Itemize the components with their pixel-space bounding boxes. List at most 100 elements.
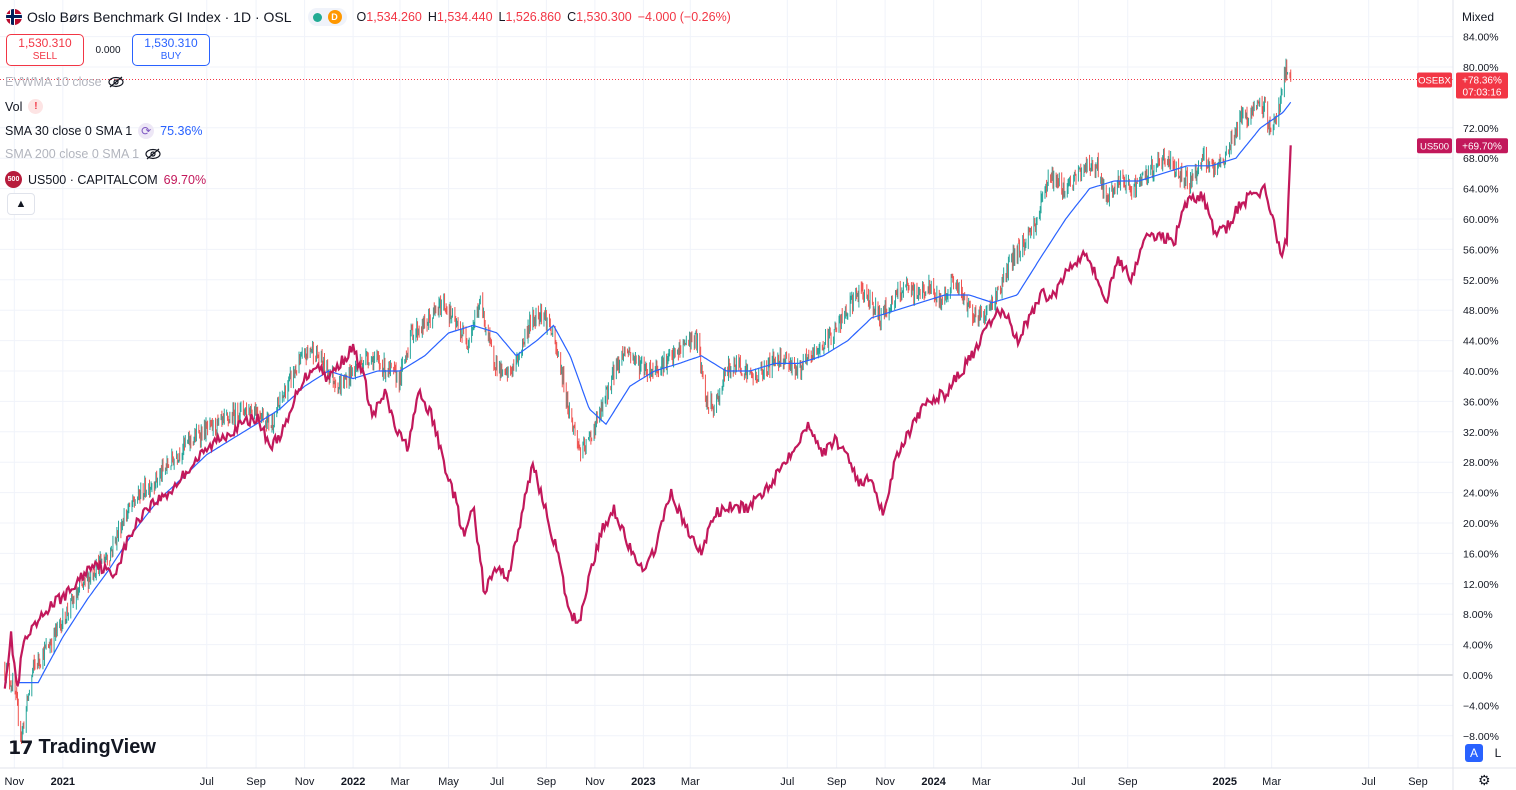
scale-mode-label[interactable]: Mixed (1462, 10, 1495, 24)
osebx-candles (4, 58, 1292, 744)
x-tick-label: Nov (295, 776, 315, 788)
y-tick-label: 60.00% (1463, 214, 1499, 226)
price-scale[interactable]: 84.00% 80.00% 72.00% 68.00% 64.00% 60.00% 56.0… (1463, 32, 1499, 743)
x-tick-label: Sep (827, 776, 847, 788)
y-tick-label: 12.00% (1463, 579, 1499, 591)
ohlc-values: O1,534.260 H1,534.440 L1,526.860 C1,530.300… (357, 10, 737, 24)
auto-scale-button[interactable]: A (1465, 744, 1483, 762)
brand-name: TradingView (38, 736, 156, 758)
x-tick-label: 2023 (631, 776, 655, 788)
y-tick-label: 0.00% (1463, 670, 1493, 682)
sell-label: SELL (32, 51, 58, 62)
y-tick-label: 32.00% (1463, 427, 1499, 439)
y-tick-label: 16.00% (1463, 548, 1499, 560)
ohlc-value: −4.000 (−0.26%) (637, 10, 731, 24)
series-name-tag-label: OSEBX (1418, 75, 1451, 86)
indicator-label: Vol (5, 99, 23, 114)
last-value-tag (1456, 72, 1508, 99)
x-tick-label: 2021 (51, 776, 75, 788)
ohlc-value: 1,526.860 (505, 10, 562, 24)
x-tick-label: 2024 (921, 776, 946, 788)
x-tick-label: Mar (1262, 776, 1281, 788)
series-name-tag-label: US500 (1420, 141, 1449, 152)
sma-30-line (17, 101, 1292, 684)
sell-button[interactable]: 1,530.310 SELL (6, 34, 84, 66)
x-tick-label: Nov (875, 776, 895, 788)
x-tick-label: Jul (490, 776, 504, 788)
y-tick-label: 40.00% (1463, 366, 1499, 378)
y-tick-label: 84.00% (1463, 32, 1499, 44)
bar-countdown-label: 07:03:16 (1463, 87, 1502, 98)
indicator-label: US500 · CAPITALCOM (28, 172, 158, 187)
x-tick-label: May (438, 776, 459, 788)
y-tick-label: 72.00% (1463, 123, 1499, 135)
indicator-value: 69.70% (163, 172, 207, 187)
us500-logo-icon: 500 (5, 171, 22, 188)
buy-button[interactable]: 1,530.310 BUY (132, 34, 210, 66)
loading-icon: ⟳ (138, 123, 155, 139)
ohlc-key: C (567, 10, 577, 24)
tradingview-mark-icon: ⁠17 (8, 736, 33, 759)
ohlc-key: L (498, 10, 506, 24)
x-tick-label: Sep (537, 776, 557, 788)
y-tick-label: 4.00% (1463, 640, 1493, 652)
y-tick-label: 8.00% (1463, 609, 1493, 621)
symbol-title[interactable]: Oslo Børs Benchmark GI Index · 1D · OSL (27, 9, 292, 25)
buy-label: BUY (160, 51, 182, 62)
last-value-tag (1456, 138, 1508, 154)
y-tick-label: −4.00% (1463, 700, 1499, 712)
us500-line (3, 145, 1292, 689)
last-value-label: +69.70% (1462, 141, 1502, 152)
indicator-sma200[interactable]: SMA 200 close 0 SMA 1 (5, 147, 161, 161)
norway-flag-icon (6, 9, 22, 25)
y-tick-label: 52.00% (1463, 275, 1499, 287)
x-tick-label: 2022 (341, 776, 365, 788)
ohlc-key: H (427, 10, 437, 24)
indicator-label: SMA 30 close 0 SMA 1 (5, 124, 133, 138)
time-scale[interactable]: Nov 2021 Jul Sep Nov 2022 Mar May Jul Sep Nov 2023 M… (5, 776, 1428, 788)
series-name-tag (1417, 72, 1452, 88)
indicator-label: EVWMA 10 close (5, 75, 102, 89)
settings-gear-icon[interactable]: ⚙ (1478, 772, 1491, 788)
x-tick-label: Mar (391, 776, 410, 788)
indicator-us500[interactable]: 500 US500 · CAPITALCOM 69.70% (5, 171, 206, 188)
status-pill[interactable]: D (307, 8, 347, 26)
collapse-legend-button[interactable]: ▲ (7, 193, 35, 215)
hidden-eye-icon[interactable] (145, 148, 161, 160)
x-tick-label: Jul (780, 776, 794, 788)
y-tick-label: 68.00% (1463, 153, 1499, 165)
ohlc-value: 1,534.260 (366, 10, 422, 24)
hidden-eye-icon[interactable] (107, 76, 124, 88)
indicator-value: 75.36% (160, 124, 203, 138)
log-scale-button[interactable]: L (1494, 746, 1502, 760)
x-tick-label: Sep (1118, 776, 1138, 788)
y-tick-label: 44.00% (1463, 336, 1499, 348)
warning-icon[interactable]: ! (28, 99, 44, 114)
y-tick-label: 36.00% (1463, 396, 1499, 408)
indicator-vol[interactable]: Vol ! (5, 99, 44, 114)
x-tick-label: Sep (1408, 776, 1428, 788)
trade-panel: 1,530.310 SELL 0.000 1,530.310 BUY (6, 34, 210, 66)
buy-price: 1,530.310 (144, 36, 198, 50)
x-tick-label: Jul (200, 776, 214, 788)
ohlc-key: O (356, 10, 367, 24)
indicator-sma30[interactable]: SMA 30 close 0 SMA 1 ⟳ 75.36% (5, 123, 203, 139)
y-tick-label: 24.00% (1463, 488, 1499, 500)
y-tick-label: 80.00% (1463, 62, 1499, 74)
x-tick-label: 2025 (1212, 776, 1236, 788)
sell-price: 1,530.310 (18, 36, 72, 50)
symbol-header: Oslo Børs Benchmark GI Index · 1D · OSL … (6, 6, 737, 28)
data-badge-d: D (327, 10, 342, 24)
grid (0, 0, 1453, 768)
y-tick-label: 56.00% (1463, 244, 1499, 256)
last-value-label: +78.36% (1462, 75, 1502, 86)
market-open-icon (312, 12, 322, 22)
y-tick-label: 48.00% (1463, 305, 1499, 317)
tradingview-logo[interactable]: ⁠17 TradingView (8, 736, 156, 759)
y-tick-label: −8.00% (1463, 731, 1499, 743)
y-tick-label: 28.00% (1463, 457, 1499, 469)
indicator-evwma[interactable]: EVWMA 10 close (5, 75, 124, 89)
y-tick-label: 64.00% (1463, 184, 1499, 196)
x-tick-label: Mar (681, 776, 700, 788)
